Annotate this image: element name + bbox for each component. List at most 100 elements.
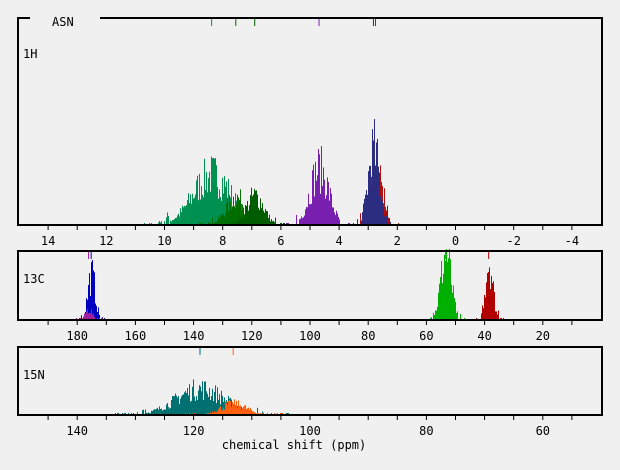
histogram-bar	[259, 209, 260, 225]
tick-label: -4	[565, 234, 579, 248]
histogram-bar	[230, 201, 231, 225]
histogram-bar	[93, 270, 94, 320]
histogram-bar	[187, 200, 188, 225]
histogram-bar	[215, 385, 216, 415]
histogram-bar	[328, 181, 329, 225]
histogram-bar	[233, 219, 234, 225]
histogram-bar	[302, 218, 303, 225]
tick-label: 6	[277, 234, 284, 248]
histogram-bar	[221, 213, 222, 225]
histogram-bar	[225, 402, 226, 415]
histogram-bar	[161, 221, 162, 225]
histogram-bar	[94, 316, 95, 320]
tick-label: 180	[66, 329, 88, 343]
histogram-bar	[388, 217, 389, 225]
histogram-bar	[319, 154, 320, 225]
histogram-bar	[229, 400, 230, 415]
histogram-bar	[173, 220, 174, 225]
histogram-bar	[224, 397, 225, 415]
histogram-bar	[273, 220, 274, 225]
histogram-bar	[218, 198, 219, 225]
histogram-bar	[246, 205, 247, 225]
histogram-bar	[204, 158, 205, 225]
histogram-bar	[446, 249, 447, 320]
histogram-bar	[215, 158, 216, 225]
histogram-bar	[153, 409, 154, 415]
histogram-bar	[176, 217, 177, 225]
histogram-bar	[223, 407, 224, 415]
histogram-bar	[229, 195, 230, 225]
histogram-bar	[253, 194, 254, 225]
histogram-bar	[498, 310, 499, 320]
histogram-bar	[228, 211, 229, 225]
histogram-bar	[190, 401, 191, 415]
histogram-bar	[437, 306, 438, 320]
histogram-bar	[170, 407, 171, 415]
histogram-bar	[214, 158, 215, 225]
histogram-bar	[221, 390, 222, 415]
histogram-bar	[212, 217, 213, 225]
histogram-bar	[252, 411, 253, 415]
histogram-bar	[456, 312, 457, 320]
histogram-bar	[329, 200, 330, 225]
series-H	[144, 19, 281, 225]
histogram-bar	[161, 408, 162, 415]
histogram-bar	[189, 384, 190, 415]
tick-label: 100	[299, 424, 321, 438]
histogram-bar	[148, 412, 149, 415]
histogram-bar	[338, 216, 339, 225]
histogram-bar	[239, 216, 240, 225]
histogram-bar	[86, 298, 87, 320]
histogram-bar	[231, 209, 232, 225]
histogram-bar	[322, 185, 323, 225]
histogram-bar	[438, 292, 439, 320]
histogram-bar	[218, 408, 219, 415]
tick-label: 40	[477, 329, 491, 343]
histogram-bar	[246, 408, 247, 415]
histogram-bar	[174, 218, 175, 225]
histogram-bar	[211, 396, 212, 415]
histogram-bar	[320, 193, 321, 225]
histogram-bar	[305, 209, 306, 225]
histogram-bar	[309, 204, 310, 225]
histogram-bar	[172, 219, 173, 225]
histogram-bar	[200, 199, 201, 225]
histogram-bar	[266, 210, 267, 225]
histogram-bar	[215, 412, 216, 415]
histogram-bar	[238, 221, 239, 225]
histogram-bar	[317, 175, 318, 225]
histogram-bar	[387, 205, 388, 225]
histogram-bar	[489, 267, 490, 320]
histogram-bar	[436, 310, 437, 320]
histogram-bar	[245, 205, 246, 225]
histogram-bar	[91, 262, 92, 320]
histogram-bar	[379, 172, 380, 225]
histogram-bar	[242, 408, 243, 415]
histogram-bar	[255, 412, 256, 415]
histogram-bar	[323, 167, 324, 225]
histogram-bar	[484, 294, 485, 320]
histogram-bar	[228, 400, 229, 415]
histogram-bar	[222, 177, 223, 225]
histogram-bar	[366, 190, 367, 225]
histogram-bar	[85, 314, 86, 320]
histogram-bar	[448, 258, 449, 320]
histogram-bar	[170, 220, 171, 225]
histogram-bar	[92, 314, 93, 320]
histogram-bar	[441, 260, 442, 320]
histogram-bar	[481, 313, 482, 320]
histogram-bar	[247, 408, 248, 415]
histogram-bar	[384, 216, 385, 225]
histogram-bar	[223, 213, 224, 225]
histogram-bar	[357, 219, 358, 225]
histogram-bar	[370, 165, 371, 225]
histogram-bar	[262, 203, 263, 225]
nucleus-label: 1H	[23, 47, 37, 61]
histogram-bar	[339, 219, 340, 225]
histogram-bar	[263, 210, 264, 225]
tick-label: 14	[41, 234, 55, 248]
panel-frame	[17, 346, 603, 416]
histogram-bar	[177, 215, 178, 225]
histogram-bar	[241, 210, 242, 225]
tick-label: 0	[452, 234, 459, 248]
